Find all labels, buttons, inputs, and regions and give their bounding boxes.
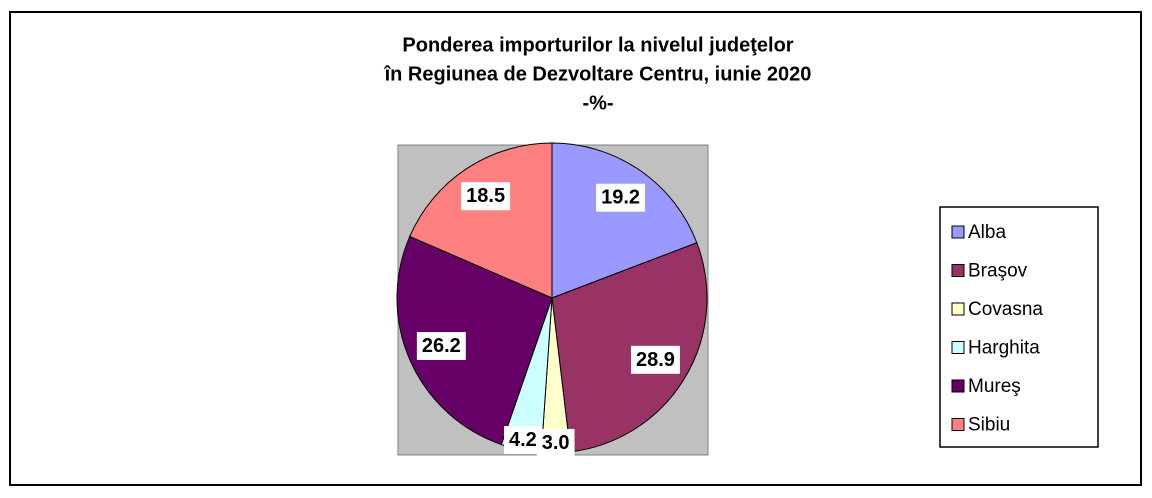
- legend-label: Covasna: [968, 299, 1043, 320]
- legend-label: Harghita: [968, 338, 1040, 359]
- legend-label: Braşov: [968, 261, 1028, 282]
- legend-swatch: [951, 379, 965, 393]
- data-label-bg: [631, 345, 680, 374]
- data-label: 4.2: [509, 429, 537, 451]
- data-label: 18.5: [466, 185, 505, 207]
- data-label: 3.0: [542, 432, 570, 454]
- data-label-bg: [596, 183, 646, 212]
- chart-title: Ponderea importurilor la nivelul judeţel…: [402, 34, 793, 56]
- legend-swatch: [951, 225, 965, 239]
- legend-swatch: [951, 418, 965, 431]
- pie-slice: [551, 142, 698, 299]
- chart-title: în Regiunea de Dezvoltare Centru, iunie …: [384, 63, 812, 85]
- pie-slice: [396, 235, 553, 446]
- data-label-bg: [461, 182, 511, 211]
- legend-swatch: [951, 341, 965, 354]
- chart-title: -%-: [582, 92, 613, 114]
- data-label-bg: [416, 331, 466, 360]
- legend-swatch: [951, 302, 965, 316]
- data-label: 26.2: [422, 335, 461, 357]
- data-label-bg: [536, 428, 575, 457]
- data-label: 28.9: [636, 349, 675, 371]
- legend-swatch: [951, 264, 965, 277]
- legend-label: Mureş: [968, 376, 1021, 397]
- legend-label: Sibiu: [968, 415, 1010, 436]
- legend-label: Alba: [968, 222, 1006, 243]
- data-label-bg: [503, 426, 542, 455]
- pie-slice: [551, 242, 708, 453]
- legend: [939, 206, 1099, 448]
- data-label: 19.2: [601, 187, 640, 209]
- pie-slice: [409, 142, 553, 299]
